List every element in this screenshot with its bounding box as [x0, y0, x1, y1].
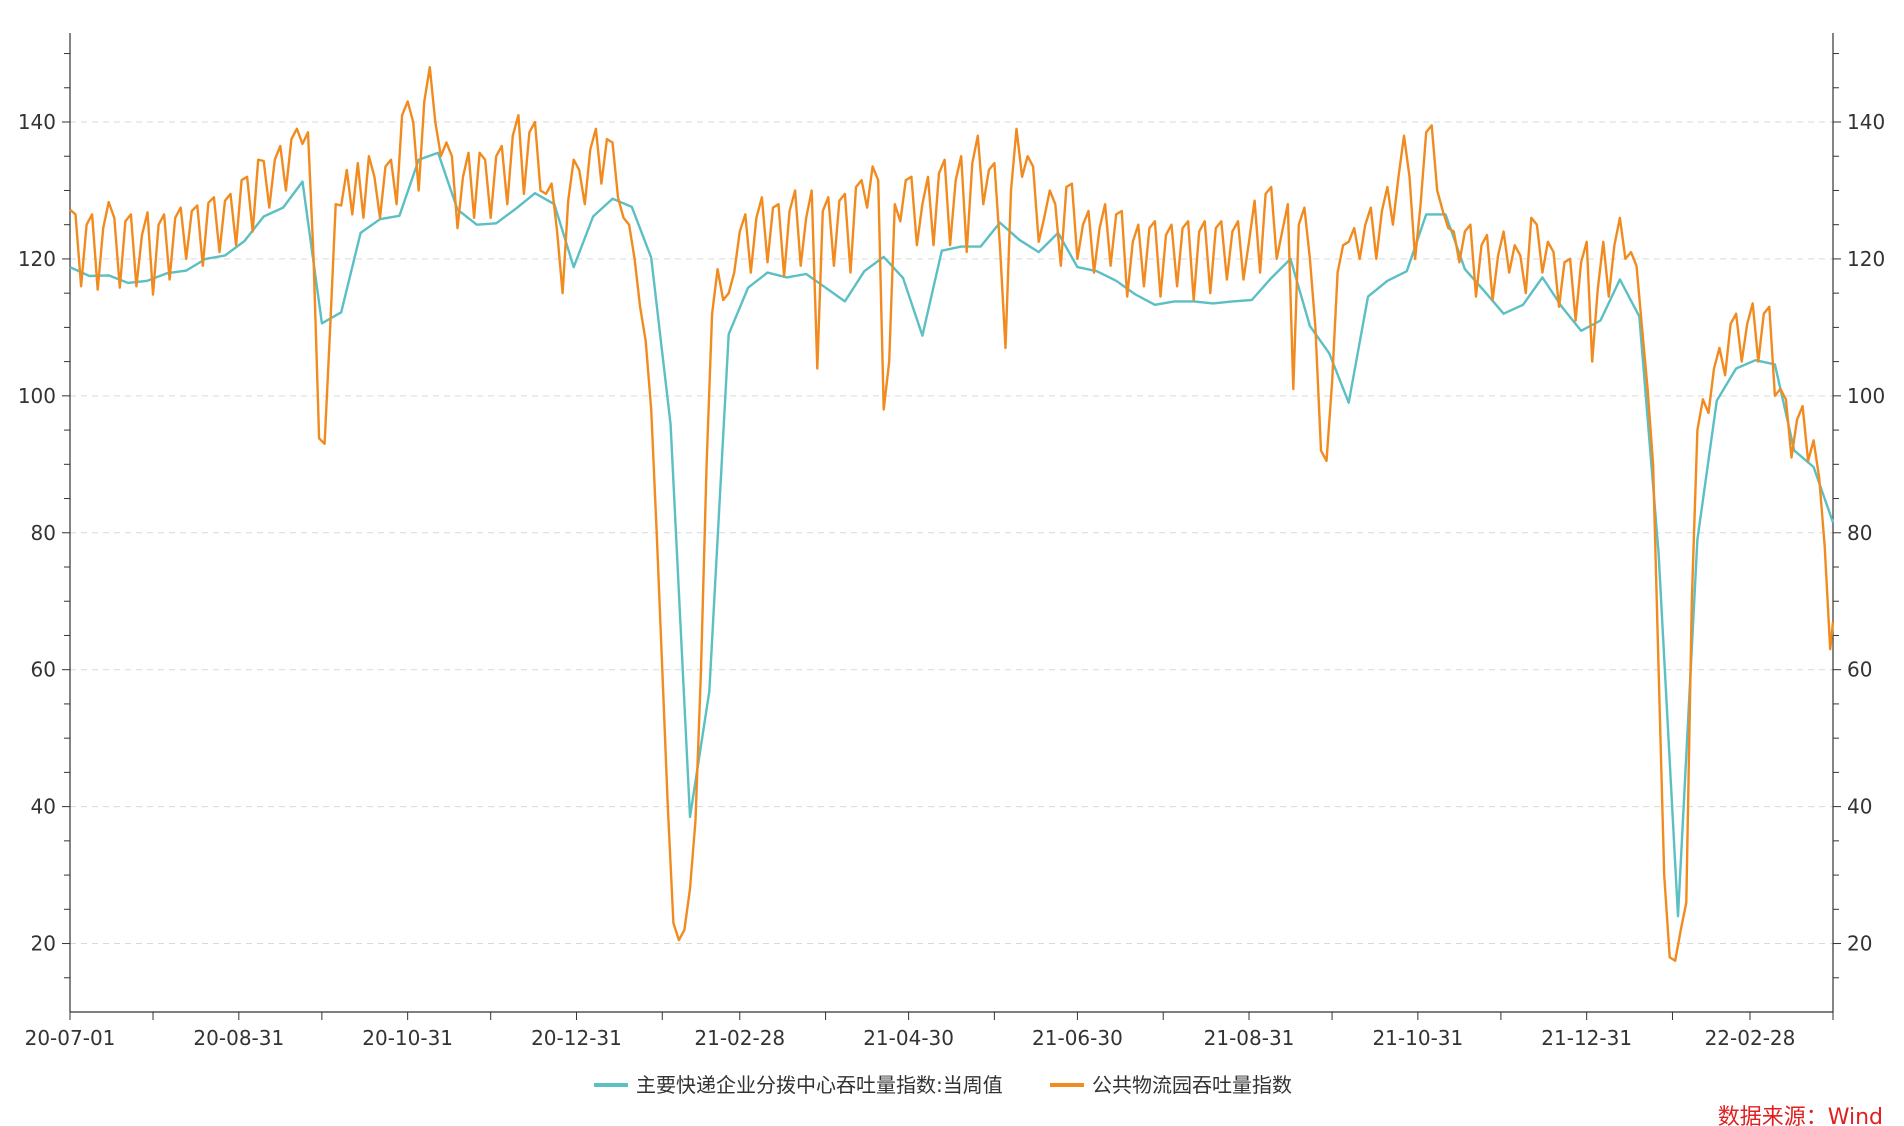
x-tick-label: 20-12-31 [531, 1026, 622, 1050]
x-tick-label: 21-06-30 [1032, 1026, 1123, 1050]
x-tick-label: 21-04-30 [863, 1026, 954, 1050]
x-tick-label: 20-10-31 [362, 1026, 453, 1050]
y-tick-label-right: 120 [1847, 247, 1885, 271]
y-tick-label-left: 80 [31, 521, 56, 545]
series-line-2 [69, 66, 1835, 962]
x-tick-label: 22-02-28 [1705, 1026, 1796, 1050]
x-tick-label: 21-08-31 [1204, 1026, 1295, 1050]
legend-label-series-1: 主要快递企业分拨中心吞吐量指数:当周值 [636, 1073, 1003, 1097]
y-tick-label-right: 80 [1847, 521, 1872, 545]
y-tick-label-right: 40 [1847, 795, 1872, 819]
x-tick-label: 21-02-28 [694, 1026, 785, 1050]
y-tick-label-left: 120 [18, 247, 56, 271]
data-source-note: 数据来源：Wind [1718, 1105, 1883, 1126]
axes: 20 20 40 40 60 60 80 80 100 100 120 120 140 140 20-07-… [18, 33, 1885, 1050]
x-tick-label: 20-08-31 [193, 1026, 284, 1050]
legend-label-series-2: 公共物流园吞吐量指数 [1092, 1073, 1292, 1097]
legend: 主要快递企业分拨中心吞吐量指数:当周值 公共物流园吞吐量指数 [594, 1073, 1292, 1097]
y-tick-label-right: 100 [1847, 384, 1885, 408]
series-lines [69, 66, 1835, 962]
y-tick-label-left: 100 [18, 384, 56, 408]
y-tick-label-right: 140 [1847, 110, 1885, 134]
y-tick-label-left: 20 [31, 932, 56, 956]
x-tick-label: 21-12-31 [1541, 1026, 1632, 1050]
y-tick-label-right: 20 [1847, 932, 1872, 956]
x-tick-label: 21-10-31 [1372, 1026, 1463, 1050]
y-tick-label-left: 60 [31, 658, 56, 682]
y-tick-label-left: 140 [18, 110, 56, 134]
x-tick-label: 20-07-01 [25, 1026, 116, 1050]
grid-lines [70, 121, 1833, 945]
y-tick-label-right: 60 [1847, 658, 1872, 682]
series-line-1 [69, 151, 1835, 918]
y-tick-label-left: 40 [31, 795, 56, 819]
